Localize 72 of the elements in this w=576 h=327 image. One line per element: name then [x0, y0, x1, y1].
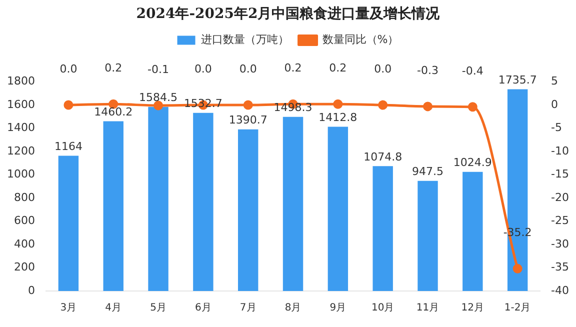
y2-tick-label: -5 [551, 121, 562, 134]
data-label: 0.0 [239, 62, 257, 76]
y2-tick-label: -40 [551, 284, 569, 297]
point [243, 100, 253, 110]
data-label: 1024.9 [453, 156, 492, 170]
bar [238, 129, 258, 291]
point [512, 264, 522, 274]
bar [462, 172, 483, 291]
x-tick-label: 12月 [461, 302, 484, 314]
y-tick-label: 800 [14, 190, 35, 204]
point [64, 100, 74, 110]
point [468, 102, 478, 112]
data-label: 1412.8 [318, 111, 358, 124]
bar [282, 116, 304, 291]
y-tick-label: 1800 [6, 74, 35, 88]
y2-tick-label: -10 [551, 144, 569, 158]
bar [328, 126, 348, 291]
y-tick-label: 600 [14, 214, 35, 228]
data-label: 1164 [54, 140, 82, 154]
y-tick-label: 1600 [6, 98, 35, 111]
data-label: 947.5 [412, 165, 444, 178]
y2-tick-label: 0 [551, 98, 558, 111]
data-label: -0.1 [148, 62, 170, 76]
y2-tick-label: -30 [551, 237, 569, 250]
x-tick-label: 4月 [105, 302, 122, 314]
data-label: 0.2 [329, 61, 347, 74]
y-tick-label: 1000 [6, 168, 35, 181]
chart-title: 2024年-2025年2月中国粮食进口量及增长情况 [136, 5, 441, 22]
point [333, 99, 343, 109]
data-label: 1390.7 [228, 114, 268, 127]
data-label: 0.2 [104, 61, 122, 74]
bar [148, 106, 168, 291]
bar [372, 166, 393, 291]
y2-tick-label: -15 [551, 168, 569, 181]
bar [58, 156, 79, 291]
x-tick-label: 3月 [60, 302, 77, 314]
data-label: -0.3 [417, 64, 438, 77]
x-tick-label: 1-2月 [504, 302, 531, 314]
y-tick-label: 400 [14, 237, 35, 250]
x-tick-label: 7月 [240, 302, 256, 314]
data-label: 0.2 [284, 61, 302, 74]
point [154, 100, 164, 110]
data-label: 1074.8 [364, 150, 402, 164]
data-label: 0.0 [194, 62, 212, 76]
bar [103, 121, 124, 291]
y2-tick-label: -25 [551, 214, 569, 228]
legend-label: 进口数量（万吨） [200, 33, 289, 46]
data-label: 0.0 [374, 62, 392, 76]
y-tick-label: 200 [14, 260, 35, 274]
data-label: 1498.3 [274, 101, 312, 114]
x-tick-label: 5月 [150, 302, 166, 314]
y-tick-label: 1200 [6, 144, 35, 158]
x-tick-label: 6月 [195, 302, 212, 314]
data-label: -0.4 [462, 64, 484, 78]
x-tick-label: 10月 [371, 302, 394, 314]
x-tick-label: 11月 [416, 302, 440, 314]
legend-label: 数量同比（%） [322, 33, 399, 46]
point [423, 102, 432, 112]
data-label: 0.0 [60, 62, 78, 76]
bar [418, 180, 438, 291]
y2-tick-label: -35 [551, 260, 569, 274]
y2-tick-label: 5 [551, 74, 558, 88]
x-tick-label: 9月 [330, 302, 346, 314]
data-label: 1460.2 [94, 106, 133, 119]
bar [193, 112, 214, 291]
y-tick-label: 1400 [6, 121, 35, 134]
data-label: 1735.7 [498, 74, 537, 87]
x-tick-label: 8月 [284, 302, 302, 314]
point [378, 100, 388, 110]
data-label: 1584.5 [139, 91, 178, 104]
y-tick-label: 0 [28, 284, 35, 297]
y2-tick-label: -20 [551, 190, 569, 204]
